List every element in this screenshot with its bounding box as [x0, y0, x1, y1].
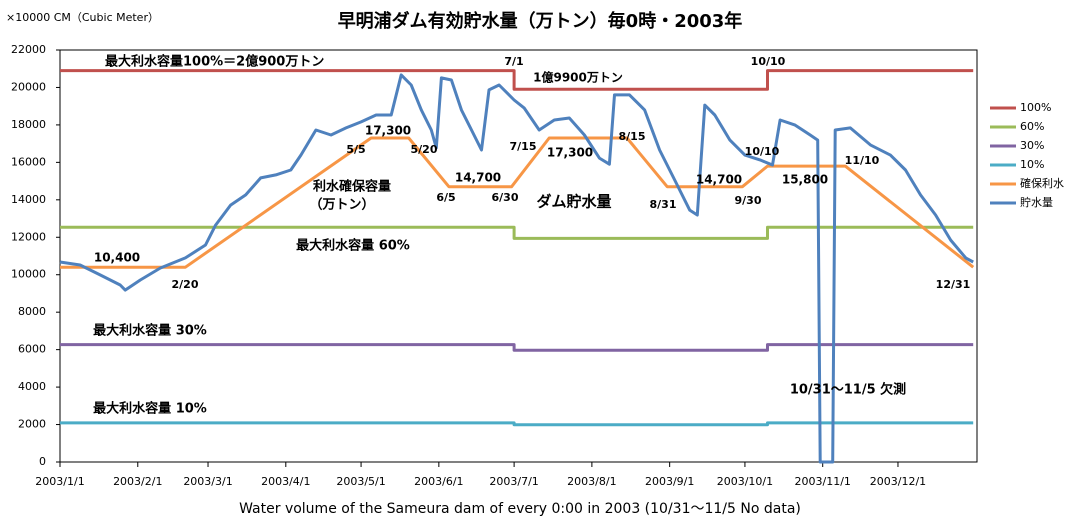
y-tick-label: 6000 [18, 343, 46, 356]
annotation: 15,800 [782, 173, 828, 187]
y-tick-label: 14000 [11, 193, 46, 206]
x-tick-label: 2003/5/1 [336, 475, 385, 488]
x-tick-label: 2003/8/1 [567, 475, 616, 488]
series-line [60, 421, 974, 427]
annotation: 17,300 [547, 146, 593, 160]
y-tick-label: 18000 [11, 118, 46, 131]
annotation: 8/31 [650, 198, 677, 211]
y-tick-label: 2000 [18, 418, 46, 431]
x-tick-label: 2003/6/1 [414, 475, 463, 488]
annotation: 5/5 [346, 143, 365, 156]
plot-frame [59, 49, 978, 463]
x-tick-label: 2003/9/1 [645, 475, 694, 488]
y-tick-label: 4000 [18, 380, 46, 393]
y-tick-label: 20000 [11, 80, 46, 93]
annotation: 17,300 [365, 124, 411, 138]
x-tick-label: 2003/10/1 [717, 475, 773, 488]
annotation: 最大利水容量100%＝2億900万トン [105, 54, 324, 70]
annotation: 最大利水容量 30% [93, 323, 207, 339]
legend-label: 貯水量 [1020, 196, 1053, 209]
annotation: 10/10 [751, 55, 786, 68]
annotation: 最大利水容量 10% [93, 401, 207, 417]
legend-label: 確保利水 [1020, 176, 1064, 190]
x-tick-label: 2003/12/1 [870, 475, 926, 488]
x-tick-label: 2003/1/1 [35, 475, 84, 488]
x-tick-label: 2003/7/1 [489, 475, 538, 488]
annotation: 5/20 [411, 143, 438, 156]
annotation: 14,700 [455, 171, 501, 185]
annotation: 7/15 [510, 140, 537, 153]
annotation: 2/20 [172, 278, 199, 291]
annotation: 6/5 [436, 191, 455, 204]
y-tick-label: 10000 [11, 268, 46, 281]
series-line [60, 225, 974, 240]
annotation: 6/30 [492, 191, 519, 204]
x-tick-label: 2003/2/1 [113, 475, 162, 488]
series-line [60, 343, 974, 352]
x-tick-label: 2003/4/1 [261, 475, 310, 488]
annotation: 最大利水容量 60% [296, 238, 410, 254]
series-line [60, 136, 975, 269]
legend-label: 10% [1020, 158, 1044, 171]
annotation: 11/10 [845, 154, 880, 167]
y-tick-label: 22000 [11, 43, 46, 56]
y-tick-label: 12000 [11, 230, 46, 243]
series-line [59, 73, 974, 464]
x-tick-label: 2003/11/1 [795, 475, 851, 488]
legend-label: 100% [1020, 101, 1051, 114]
legend-label: 60% [1020, 120, 1044, 133]
annotation: 10/31～11/5 欠測 [790, 382, 906, 398]
annotation: 14,700 [696, 173, 742, 187]
chart-title: 早明浦ダム有効貯水量（万トン）毎0時・2003年 [338, 10, 743, 32]
caption: Water volume of the Sameura dam of every… [239, 501, 801, 517]
x-tick-label: 2003/3/1 [183, 475, 232, 488]
annotation: ダム貯水量 [536, 193, 611, 211]
annotation: 10/10 [745, 145, 780, 158]
annotation: 10,400 [94, 251, 140, 265]
y-tick-label: 16000 [11, 155, 46, 168]
annotation: 9/30 [735, 194, 762, 207]
y-tick-label: 0 [39, 455, 46, 468]
annotation: 12/31 [936, 278, 971, 291]
annotation: 8/15 [619, 130, 646, 143]
legend-label: 30% [1020, 139, 1044, 152]
annotation: 1億9900万トン [533, 70, 623, 85]
series-line [60, 69, 974, 91]
y-unit-label: ×10000 CM（Cubic Meter） [6, 11, 159, 24]
annotation: 利水確保容量 [313, 179, 391, 195]
y-tick-label: 8000 [18, 305, 46, 318]
annotation: 7/1 [504, 55, 523, 68]
annotation: （万トン） [309, 197, 374, 213]
